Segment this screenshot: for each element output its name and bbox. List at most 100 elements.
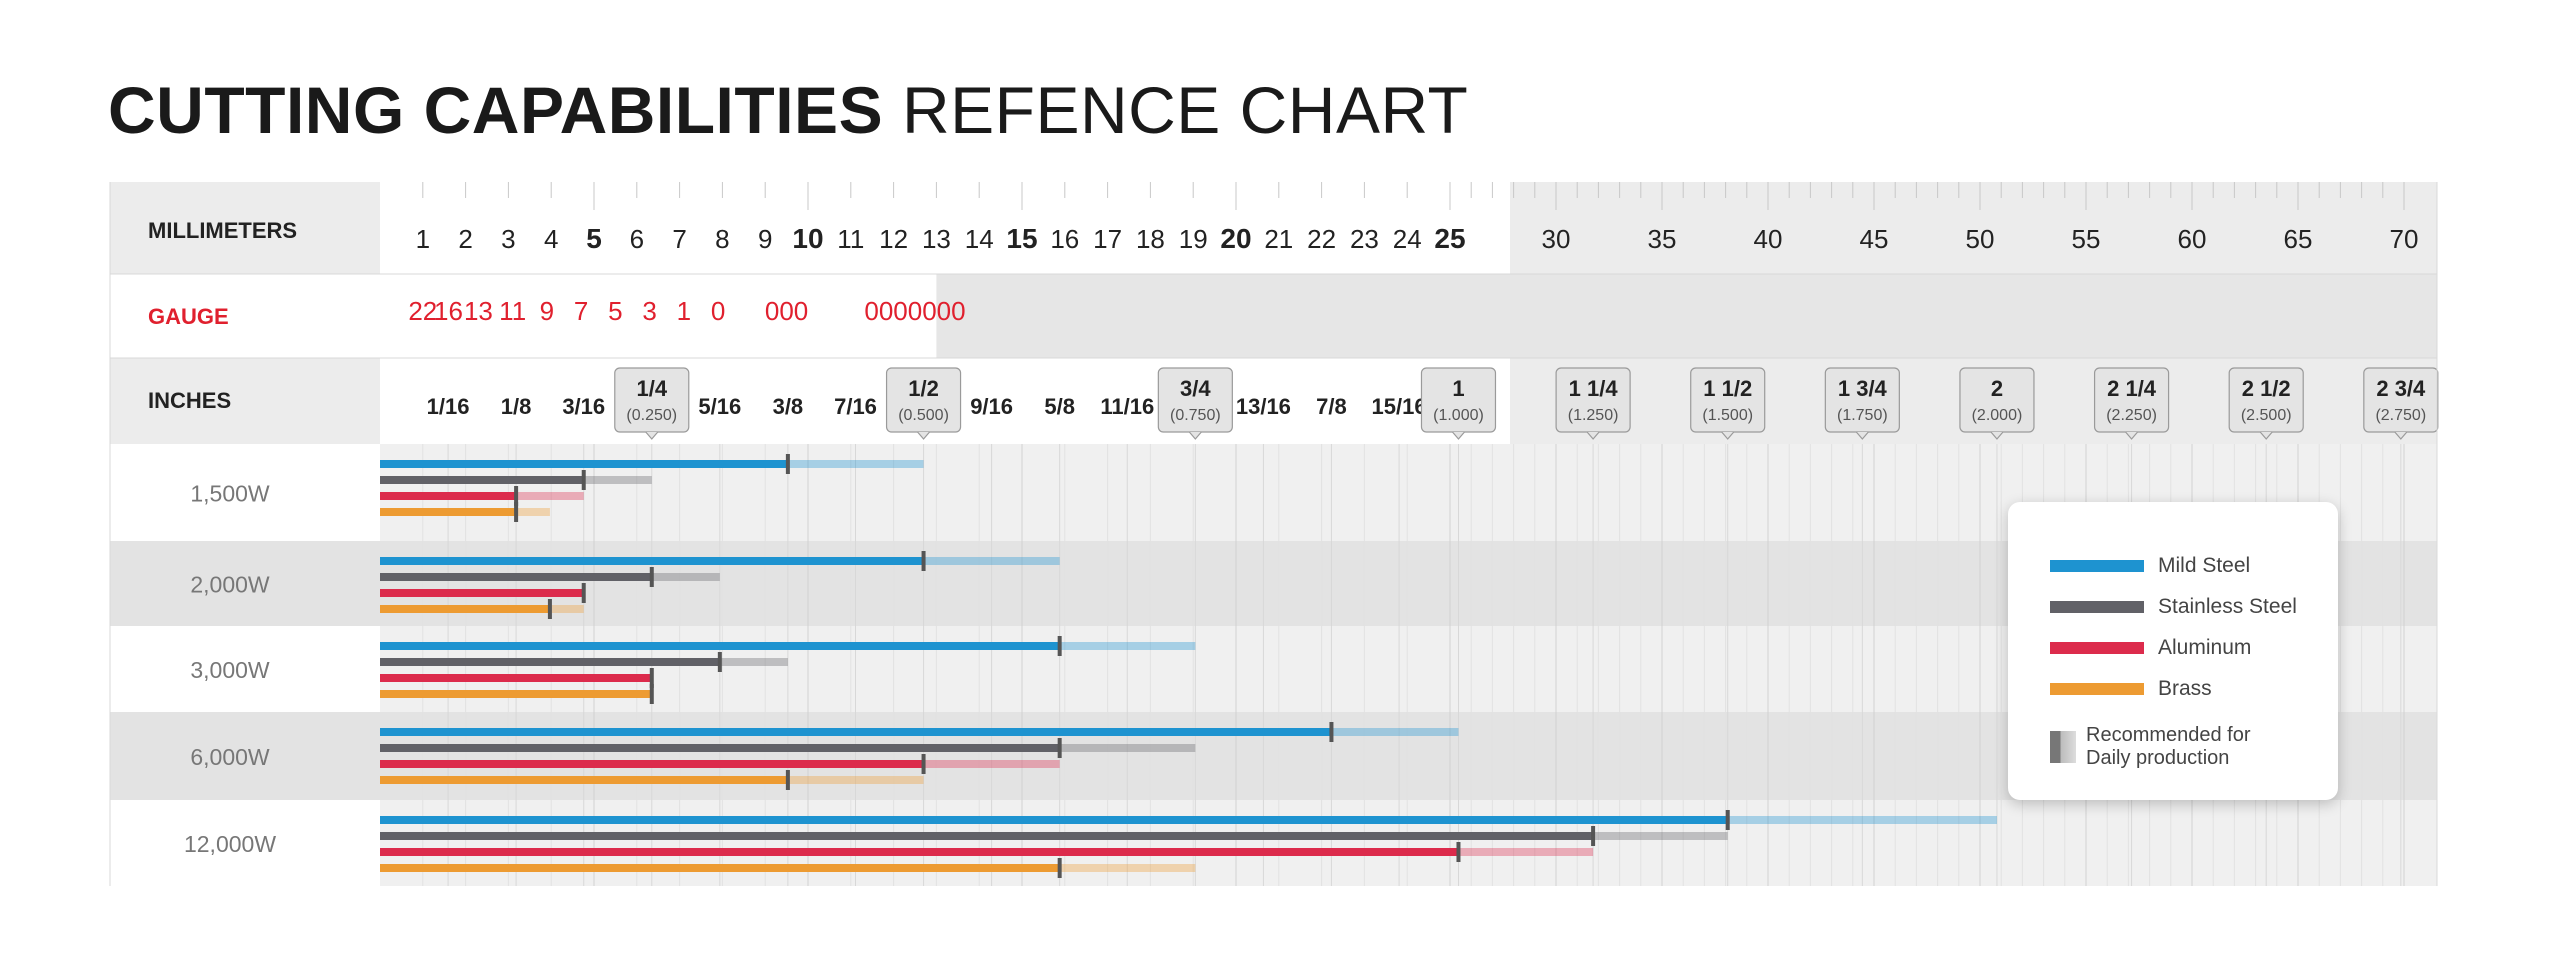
gauge-tick-label: 5 (608, 296, 622, 326)
bar-fade (1059, 864, 1196, 872)
inch-fraction-label: 1/4 (636, 376, 667, 401)
bar-solid (380, 816, 1728, 824)
inch-fraction-label: 3/8 (773, 394, 804, 419)
bar-solid (380, 573, 652, 581)
inch-box-pointer (2394, 431, 2408, 440)
legend-swatch (2050, 560, 2144, 572)
legend-item-brass: Brass (2050, 677, 2212, 701)
inch-box-pointer (1721, 431, 1735, 440)
legend-item-stainless-steel: Stainless Steel (2050, 595, 2297, 619)
bar-fade (1059, 744, 1196, 752)
inch-box-pointer (2125, 431, 2139, 440)
recommended-marker (1725, 810, 1730, 830)
bar-fade (1331, 728, 1459, 736)
bar-solid (380, 508, 517, 516)
inch-fraction-label: 1/16 (427, 394, 470, 419)
title-bold: CUTTING CAPABILITIES (108, 73, 884, 147)
power-row-label: 3,000W (190, 657, 270, 683)
inch-decimal-label: (2.500) (2241, 407, 2292, 424)
bar-solid (380, 744, 1060, 752)
mm-tick-label: 55 (2072, 224, 2101, 254)
bar-fade (1059, 642, 1196, 650)
gauge-tick-label: 3 (642, 296, 656, 326)
recommended-marker (581, 583, 586, 603)
mm-tick-label: 40 (1754, 224, 1783, 254)
mm-tick-label: 70 (2390, 224, 2419, 254)
inch-fraction-label: 2 1/2 (2242, 376, 2291, 401)
mm-tick-label: 1 (416, 224, 430, 254)
mm-tick-label: 4 (544, 224, 558, 254)
recommended-marker (1456, 842, 1461, 862)
mm-tick-label: 18 (1136, 224, 1165, 254)
inch-fraction-label: 2 3/4 (2376, 376, 2426, 401)
power-row-label: 6,000W (190, 744, 270, 770)
recommended-marker (1591, 826, 1596, 846)
recommended-marker (1329, 722, 1334, 742)
recommended-marker (921, 754, 926, 774)
inch-decimal-label: (2.000) (1972, 407, 2023, 424)
inch-fraction-label: 7/16 (834, 394, 877, 419)
inch-fraction-label: 1 1/2 (1703, 376, 1752, 401)
mm-tick-label: 20 (1220, 223, 1251, 254)
inch-decimal-label: (1.000) (1433, 407, 1484, 424)
legend-item-aluminum: Aluminum (2050, 636, 2251, 660)
inch-fraction-label: 1 (1452, 376, 1464, 401)
mm-tick-label: 22 (1307, 224, 1336, 254)
inch-box-label: 1/4 (0.250) (614, 367, 690, 440)
inch-box-pointer (1188, 431, 1202, 440)
bar-fade (923, 557, 1060, 565)
inch-box-pointer (1586, 431, 1600, 440)
mm-tick-label: 19 (1179, 224, 1208, 254)
mm-tick-label: 25 (1434, 223, 1465, 254)
inch-box-label: 1 1/2 (1.500) (1690, 367, 1766, 440)
mm-tick-label: 45 (1860, 224, 1889, 254)
gauge-tick-label: 000 (765, 296, 808, 326)
bar-solid (380, 492, 517, 500)
recommended-marker (717, 652, 722, 672)
legend-label: Stainless Steel (2158, 595, 2297, 618)
millimeters-label: MILLIMETERS (148, 218, 297, 243)
inch-box-pointer (1452, 431, 1465, 440)
inch-box-label: 2 3/4 (2.750) (2363, 367, 2439, 440)
mm-tick-label: 65 (2284, 224, 2313, 254)
bar-fade (923, 760, 1060, 768)
bar-solid (380, 658, 720, 666)
gauge-label: GAUGE (148, 304, 229, 329)
bar-fade (1458, 848, 1594, 856)
bar-fade (719, 658, 788, 666)
bar-solid (380, 642, 1060, 650)
gauge-empty-band (936, 274, 2437, 358)
inch-box-label: 2 (2.000) (1959, 367, 2035, 440)
bar-solid (380, 589, 584, 597)
legend-item-mild-steel: Mild Steel (2050, 554, 2250, 578)
bar-solid (380, 776, 788, 784)
bar-solid (380, 760, 924, 768)
mm-tick-label: 5 (586, 223, 602, 254)
bar-solid (380, 832, 1594, 840)
bar-fade (787, 776, 924, 784)
gauge-tick-label: 11 (499, 296, 526, 326)
mm-tick-label: 10 (792, 223, 823, 254)
legend-swatch (2050, 642, 2144, 654)
bar-fade (651, 573, 720, 581)
legend-swatch (2050, 601, 2144, 613)
recommended-marker (1057, 858, 1062, 878)
mm-tick-label: 60 (2178, 224, 2207, 254)
bar-solid (380, 848, 1459, 856)
inch-fraction-label: 5/16 (698, 394, 741, 419)
inch-decimal-label: (0.750) (1170, 407, 1221, 424)
recommended-marker (514, 502, 519, 522)
power-row-label: 1,500W (190, 481, 270, 507)
inch-box-pointer (645, 431, 659, 440)
recommended-marker (785, 454, 790, 474)
title-light: REFENCE CHART (901, 73, 1469, 147)
inch-box-pointer (2259, 431, 2273, 440)
recommended-marker (649, 684, 654, 704)
mm-tick-label: 24 (1393, 224, 1422, 254)
recommended-marker (1057, 636, 1062, 656)
inch-fraction-label: 2 (1991, 376, 2003, 401)
gauge-tick-label: 0000000 (864, 296, 965, 326)
bar-solid (380, 557, 924, 565)
inch-fraction-label: 11/16 (1100, 394, 1154, 419)
